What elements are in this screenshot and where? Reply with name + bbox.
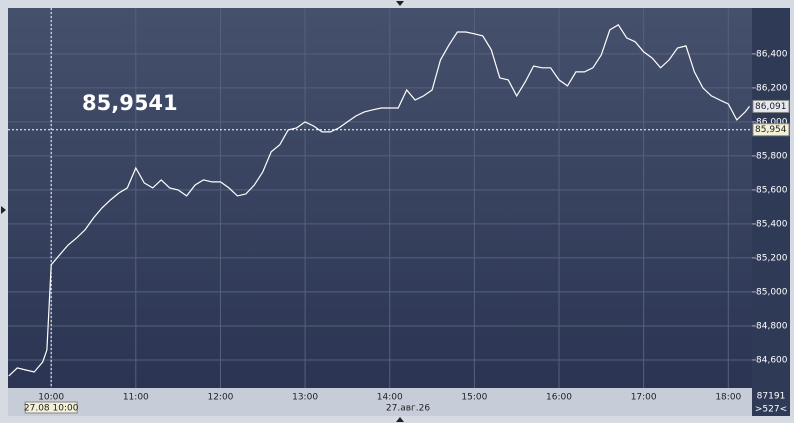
bottom-handle bbox=[396, 417, 404, 422]
y-tick-label: 84,600 bbox=[756, 355, 788, 365]
y-tick-label: 86,000 bbox=[756, 117, 788, 127]
crosshair-readout: 85,9541 bbox=[82, 91, 178, 115]
x-axis-strip bbox=[8, 388, 752, 416]
last-price-label: 86,091 bbox=[755, 102, 787, 112]
y-tick-label: 85,400 bbox=[756, 219, 788, 229]
x-tick-label: 13:00 bbox=[292, 393, 318, 403]
corner-bottom: >527< bbox=[755, 405, 787, 415]
x-tick-label: 10:00 bbox=[38, 393, 64, 403]
last-price-box bbox=[752, 99, 790, 113]
plot-area bbox=[8, 8, 752, 388]
x-tick-label: 18:00 bbox=[715, 393, 741, 403]
y-axis-strip bbox=[752, 8, 790, 388]
x-tick-label: 17:00 bbox=[631, 393, 657, 403]
y-tick-label: 85,000 bbox=[756, 287, 788, 297]
y-tick-label: 86,200 bbox=[756, 83, 788, 93]
crosshair-x-box bbox=[24, 401, 78, 414]
left-handle bbox=[1, 206, 6, 214]
top-handle bbox=[396, 1, 404, 6]
x-tick-label: 14:00 bbox=[377, 393, 403, 403]
corner-top: 87191 bbox=[757, 392, 786, 402]
price-line bbox=[8, 23, 750, 377]
x-tick-label: 16:00 bbox=[546, 393, 572, 403]
x-tick-label: 15:00 bbox=[461, 393, 487, 403]
crosshair-y-box bbox=[752, 123, 790, 137]
crosshair-x-label: 27.08 10:00 bbox=[24, 404, 79, 414]
crosshair-y-label: 85,954 bbox=[755, 125, 787, 135]
y-tick-label: 85,600 bbox=[756, 185, 788, 195]
date-label: 27.авг.26 bbox=[386, 404, 430, 414]
x-tick-label: 11:00 bbox=[123, 393, 149, 403]
y-tick-label: 86,400 bbox=[756, 49, 788, 59]
corner-box bbox=[752, 388, 790, 416]
x-tick-label: 12:00 bbox=[207, 393, 233, 403]
y-tick-label: 85,200 bbox=[756, 253, 788, 263]
y-tick-label: 84,800 bbox=[756, 321, 788, 331]
y-tick-label: 85,800 bbox=[756, 151, 788, 161]
